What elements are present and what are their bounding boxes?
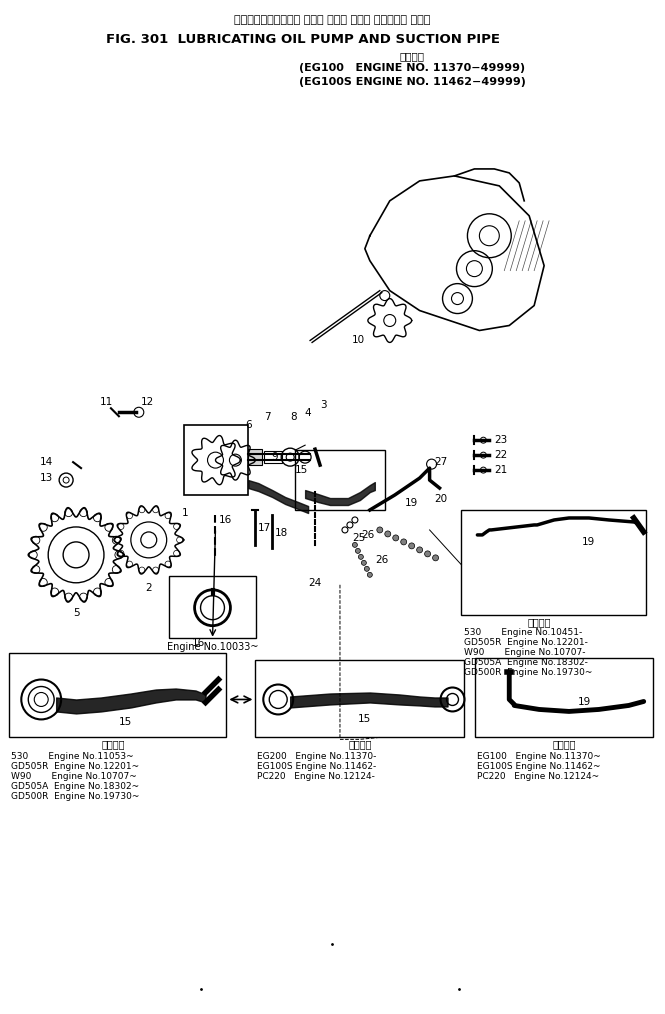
Text: GD505R  Engine No.12201~: GD505R Engine No.12201~ — [11, 763, 140, 772]
Circle shape — [432, 555, 438, 561]
Text: 11: 11 — [100, 397, 113, 408]
Circle shape — [358, 555, 363, 560]
Text: EG100S Engine No.11462-: EG100S Engine No.11462- — [257, 763, 376, 772]
Text: (EG100   ENGINE NO. 11370−49999): (EG100 ENGINE NO. 11370−49999) — [299, 63, 525, 73]
Text: 19: 19 — [405, 498, 418, 508]
Text: 16: 16 — [219, 515, 231, 525]
Text: Engine No.10033~: Engine No.10033~ — [167, 642, 258, 652]
Text: 21: 21 — [494, 465, 507, 476]
Text: 適用号機: 適用号機 — [527, 617, 551, 627]
Text: 19: 19 — [583, 537, 596, 547]
Text: 22: 22 — [494, 450, 507, 460]
Circle shape — [393, 535, 399, 540]
Text: 14: 14 — [40, 457, 53, 467]
Text: GD505A  Engine No.18302~: GD505A Engine No.18302~ — [11, 782, 140, 791]
Text: 17: 17 — [258, 523, 271, 533]
Text: 23: 23 — [494, 435, 507, 445]
Circle shape — [377, 527, 383, 533]
Text: 適用号機: 適用号機 — [348, 739, 372, 749]
Text: 適用号機: 適用号機 — [101, 739, 124, 749]
Text: 適用号機: 適用号機 — [552, 739, 576, 749]
Circle shape — [401, 538, 407, 545]
Text: 5: 5 — [72, 607, 79, 618]
Text: 適用号機: 適用号機 — [400, 52, 425, 61]
Circle shape — [352, 542, 357, 548]
Text: 20: 20 — [434, 494, 448, 504]
Text: 8: 8 — [290, 413, 297, 422]
Text: ルーブリケーティング オイル ポンプ および サクション パイプ: ルーブリケーティング オイル ポンプ および サクション パイプ — [234, 15, 431, 25]
Text: 26: 26 — [375, 555, 388, 565]
Bar — [475, 658, 652, 737]
Text: 15: 15 — [358, 715, 372, 724]
Bar — [184, 425, 248, 495]
Circle shape — [409, 542, 415, 549]
Bar — [462, 510, 646, 614]
Text: GD500R  Engine No.19730~: GD500R Engine No.19730~ — [464, 667, 593, 676]
Bar — [264, 451, 282, 463]
Text: 6: 6 — [245, 420, 251, 430]
Text: 4: 4 — [305, 409, 311, 418]
Circle shape — [417, 547, 423, 553]
Bar — [255, 659, 464, 737]
Text: 3: 3 — [320, 401, 327, 411]
Text: 24: 24 — [309, 578, 322, 588]
Text: 18: 18 — [275, 528, 289, 538]
Circle shape — [367, 572, 372, 577]
Text: GD505A  Engine No.18302-: GD505A Engine No.18302- — [464, 658, 589, 666]
Text: EG100S Engine No.11462~: EG100S Engine No.11462~ — [477, 763, 601, 772]
Text: (EG100S ENGINE NO. 11462−49999): (EG100S ENGINE NO. 11462−49999) — [299, 77, 525, 87]
Bar — [295, 450, 385, 510]
Text: 1: 1 — [182, 508, 189, 518]
Text: EG100   Engine No.11370~: EG100 Engine No.11370~ — [477, 752, 601, 762]
Text: 19: 19 — [577, 698, 591, 708]
Text: W90       Engine No.10707~: W90 Engine No.10707~ — [11, 773, 137, 781]
Circle shape — [385, 531, 391, 537]
Text: EG200   Engine No.11370-: EG200 Engine No.11370- — [257, 752, 376, 762]
Circle shape — [63, 541, 89, 568]
Text: 530       Engine No.11053~: 530 Engine No.11053~ — [11, 752, 134, 762]
Text: W90       Engine No.10707-: W90 Engine No.10707- — [464, 648, 586, 657]
Text: PC220   Engine No.12124-: PC220 Engine No.12124- — [257, 773, 375, 781]
Bar — [169, 576, 256, 638]
Text: 2: 2 — [146, 583, 152, 593]
Text: 27: 27 — [434, 457, 448, 467]
Text: 16: 16 — [192, 638, 205, 648]
Text: FIG. 301  LUBRICATING OIL PUMP AND SUCTION PIPE: FIG. 301 LUBRICATING OIL PUMP AND SUCTIO… — [106, 33, 499, 47]
Circle shape — [355, 549, 360, 554]
Text: 10: 10 — [352, 336, 365, 346]
Circle shape — [141, 532, 157, 548]
Circle shape — [361, 561, 366, 566]
Text: 9: 9 — [271, 452, 278, 462]
Text: 26: 26 — [362, 530, 375, 539]
Text: 25: 25 — [352, 533, 365, 542]
Text: 15: 15 — [295, 465, 309, 476]
Bar — [9, 653, 227, 737]
Text: 15: 15 — [119, 718, 132, 727]
Text: GD505R  Engine No.12201-: GD505R Engine No.12201- — [464, 638, 589, 647]
Text: 7: 7 — [264, 413, 271, 422]
Text: 12: 12 — [141, 397, 154, 408]
Circle shape — [425, 551, 431, 557]
Text: 530       Engine No.10451-: 530 Engine No.10451- — [464, 628, 583, 637]
Circle shape — [364, 567, 369, 571]
Text: GD500R  Engine No.19730~: GD500R Engine No.19730~ — [11, 792, 140, 801]
Bar — [248, 449, 262, 465]
Text: 13: 13 — [40, 474, 53, 483]
Text: PC220   Engine No.12124~: PC220 Engine No.12124~ — [477, 773, 600, 781]
